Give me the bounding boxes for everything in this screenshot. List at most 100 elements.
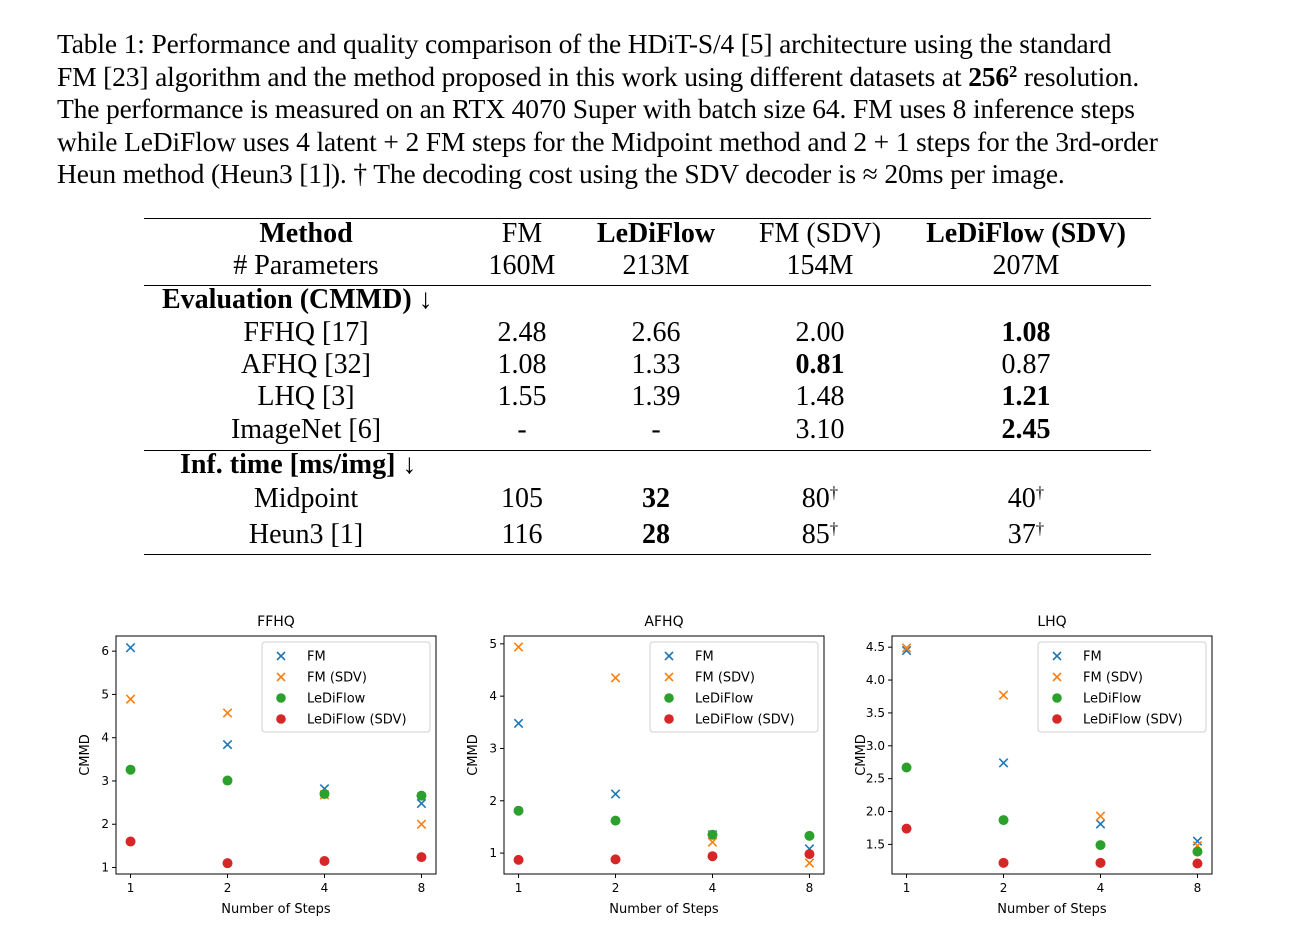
- section-time-title: Inf. time [ms/img] ↓: [180, 449, 417, 480]
- fm-sdv-legend-marker: [276, 672, 286, 682]
- x-tick-label: 4: [1097, 881, 1105, 895]
- y-axis-label: CMMD: [466, 734, 481, 776]
- row-imagenet-lediflow-sdv: 2.45: [1001, 414, 1051, 445]
- x-marker-stroke: [1095, 819, 1106, 829]
- axes-frame: [115, 635, 437, 875]
- row-imagenet-fm: -: [517, 414, 527, 445]
- lediflow-sdv-point: [416, 852, 427, 863]
- x-marker-stroke: [276, 672, 286, 682]
- fm-point: [1095, 819, 1106, 829]
- fm-legend-marker: [276, 651, 286, 661]
- x-tick-label: 1: [903, 881, 911, 895]
- row-ffhq-lediflow-sdv: 1.08: [1001, 317, 1051, 348]
- row-imagenet-fm-sdv: 3.10: [795, 414, 845, 445]
- y-tick-label: 6: [101, 644, 109, 658]
- row-lhq-fm-sdv: 1.48: [795, 381, 845, 412]
- fm-sdv-legend-label: FM (SDV): [307, 671, 367, 686]
- row-heun3-lediflow: 28: [642, 519, 670, 550]
- fm-point: [901, 645, 912, 656]
- lediflow-sdv-point: [998, 857, 1009, 868]
- x-marker-stroke: [804, 858, 815, 868]
- lediflow-legend-label: LeDiFlow: [695, 692, 754, 707]
- x-marker-stroke: [125, 694, 136, 704]
- fm-sdv-legend-label: FM (SDV): [695, 671, 755, 686]
- lediflow-sdv-legend-label: LeDiFlow (SDV): [695, 713, 795, 728]
- row-lhq-lediflow: 1.39: [631, 381, 681, 412]
- y-tick-label: 2: [101, 817, 109, 831]
- legend-box: [1037, 641, 1207, 733]
- fm-legend-label: FM: [307, 650, 326, 665]
- chart-title: LHQ: [1037, 614, 1066, 630]
- y-tick-label: 2.5: [866, 772, 885, 786]
- fm-sdv-point: [901, 643, 912, 653]
- fm-point: [416, 798, 427, 809]
- row-midpoint-lediflow: 32: [642, 483, 670, 514]
- caption-line-2-text: FM [23] algorithm and the method propose…: [57, 60, 969, 92]
- axes-frame: [503, 635, 825, 875]
- header-fm: FM: [501, 218, 543, 249]
- dagger-mark: †: [1035, 518, 1045, 538]
- params-lediflow: 213M: [622, 250, 690, 281]
- lediflow-legend-label: LeDiFlow: [1083, 692, 1142, 707]
- lediflow-point: [804, 830, 815, 841]
- lediflow-point: [707, 829, 718, 840]
- y-tick-label: 2.0: [866, 805, 885, 819]
- x-marker-stroke: [276, 651, 286, 661]
- x-axis-label: Number of Steps: [221, 902, 331, 917]
- y-tick-label: 1: [101, 861, 109, 875]
- lediflow-sdv-point: [901, 823, 912, 834]
- x-marker-stroke: [901, 643, 912, 653]
- fm-sdv-point: [707, 837, 718, 847]
- y-tick-label: 5: [489, 637, 497, 651]
- x-tick-label: 4: [321, 881, 329, 895]
- fm-point: [998, 758, 1009, 768]
- x-marker-stroke: [664, 672, 674, 682]
- chart-legend: FM FM (SDV) LeDiFlow LeDiFlow (SDV): [1037, 641, 1207, 733]
- lediflow-point: [998, 815, 1009, 826]
- fm-sdv-legend-label: FM (SDV): [1083, 671, 1143, 686]
- y-tick-label: 5: [101, 687, 109, 701]
- x-tick-label: 8: [1194, 881, 1202, 895]
- caption-resolution: 2562: [968, 61, 1017, 92]
- lediflow-sdv-point: [804, 849, 815, 860]
- row-afhq-fm: 1.08: [497, 349, 547, 380]
- table-bottom-rule: [144, 554, 1151, 555]
- header-lediflow: LeDiFlow: [596, 218, 716, 249]
- x-tick-label: 2: [612, 881, 620, 895]
- y-axis-label: CMMD: [854, 734, 869, 776]
- x-tick-label: 8: [418, 881, 426, 895]
- dagger-mark: †: [829, 482, 839, 502]
- row-ffhq-fm-sdv: 2.00: [795, 317, 845, 348]
- lediflow-sdv-point: [610, 854, 621, 865]
- row-midpoint-fm: 105: [501, 483, 543, 514]
- header-rule: [144, 285, 1151, 286]
- row-ffhq-fm: 2.48: [497, 317, 547, 348]
- y-tick-label: 4: [101, 731, 109, 745]
- x-marker-stroke: [513, 718, 524, 729]
- fm-sdv-point: [513, 642, 524, 652]
- row-heun3-lediflow-sdv: 37†: [1008, 519, 1044, 551]
- x-marker-stroke: [416, 819, 427, 830]
- row-ffhq-lediflow: 2.66: [631, 317, 681, 348]
- fm-point: [125, 642, 136, 653]
- x-marker-stroke: [222, 708, 233, 718]
- lediflow-sdv-legend-label: LeDiFlow (SDV): [307, 713, 407, 728]
- row-afhq-lediflow: 1.33: [631, 349, 681, 380]
- fm-sdv-point: [804, 858, 815, 868]
- fm-legend-label: FM: [695, 650, 714, 665]
- row-imagenet-label: ImageNet [6]: [230, 414, 382, 445]
- lediflow-point: [319, 788, 330, 799]
- fm-sdv-point: [998, 690, 1009, 700]
- header-lediflow-sdv: LeDiFlow (SDV): [926, 218, 1126, 249]
- x-marker-stroke: [998, 758, 1009, 768]
- row-midpoint-fm-sdv-value: 80: [801, 483, 830, 514]
- row-midpoint-lediflow-sdv: 40†: [1008, 483, 1044, 515]
- caption-line-1: Table 1: Performance and quality compari…: [57, 28, 1112, 59]
- section-rule: [144, 450, 1151, 451]
- fm-sdv-point: [222, 708, 233, 718]
- y-tick-label: 4: [489, 689, 497, 703]
- y-tick-label: 3.0: [866, 739, 885, 753]
- y-tick-label: 3.5: [866, 706, 885, 720]
- x-tick-label: 1: [515, 881, 523, 895]
